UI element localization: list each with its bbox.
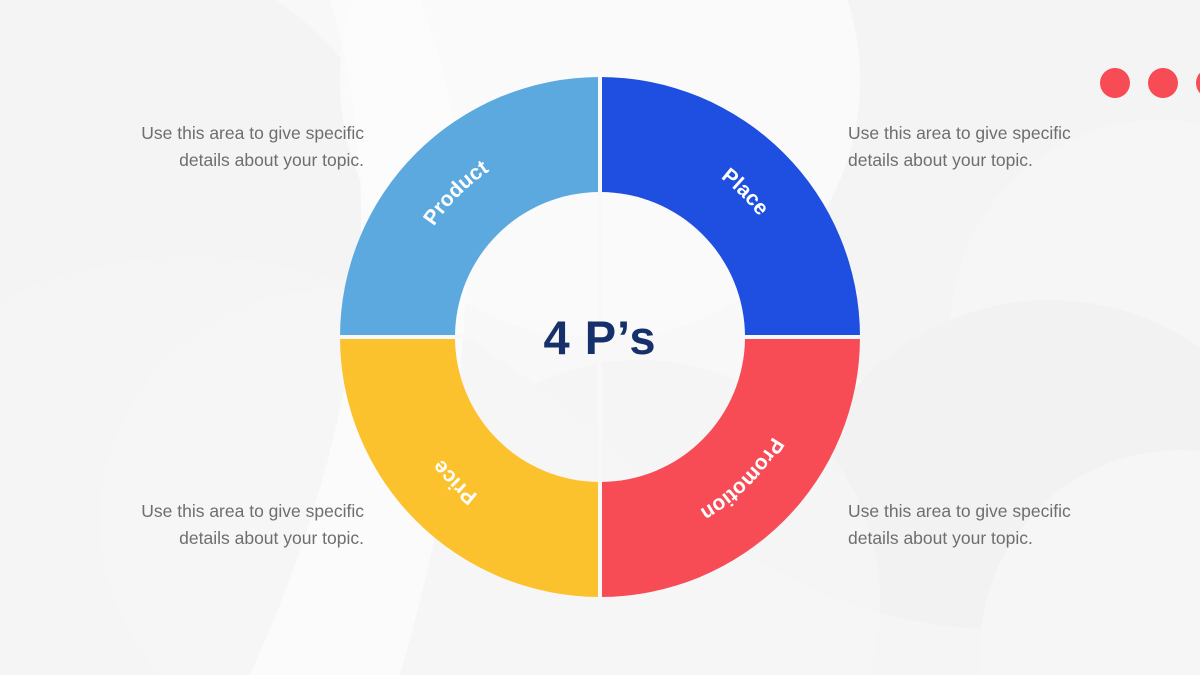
decorative-dot-2: [1148, 68, 1178, 98]
note-top-right-line1: Use this area to give specific: [848, 123, 1071, 143]
note-top-left-line2: details about your topic.: [179, 150, 364, 171]
note-bottom-left: Use this area to give specific details a…: [64, 498, 364, 552]
segment-dividers: [340, 77, 860, 597]
note-bottom-left-line1: Use this area to give specific: [141, 501, 364, 521]
donut-segment-product[interactable]: [340, 77, 600, 337]
donut-segment-place[interactable]: [600, 77, 860, 337]
note-bottom-right-line2: details about your topic.: [848, 528, 1033, 549]
decorative-dot-3: [1196, 68, 1200, 98]
note-top-right: Use this area to give specific details a…: [848, 120, 1148, 174]
note-top-left: Use this area to give specific details a…: [64, 120, 364, 174]
decorative-dot-1: [1100, 68, 1130, 98]
note-top-left-line1: Use this area to give specific: [141, 123, 364, 143]
decorative-dots: [1100, 68, 1200, 98]
donut-segment-promotion[interactable]: [600, 337, 860, 597]
note-bottom-left-line2: details about your topic.: [179, 528, 364, 549]
note-top-right-line2: details about your topic.: [848, 150, 1033, 171]
donut-segment-price[interactable]: [340, 337, 600, 597]
four-ps-donut-chart: Product Place Promotion Price 4 P’s: [340, 77, 860, 597]
note-bottom-right: Use this area to give specific details a…: [848, 498, 1148, 552]
note-bottom-right-line1: Use this area to give specific: [848, 501, 1071, 521]
